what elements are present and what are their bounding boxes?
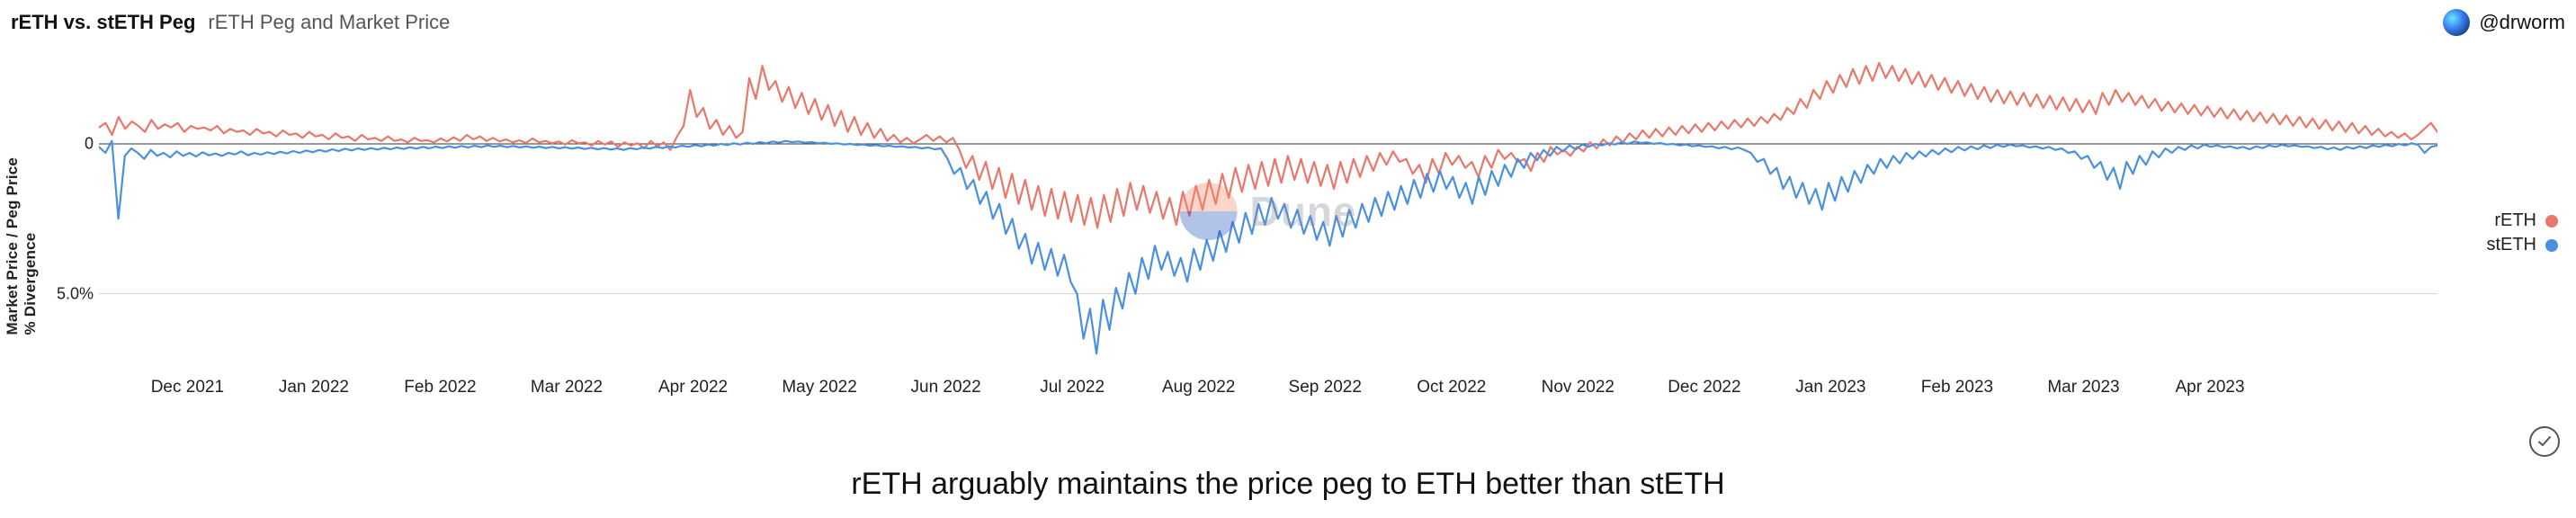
x-tick-label: Jan 2022: [279, 378, 349, 397]
legend-label: rETH: [2494, 210, 2536, 231]
author-avatar-icon: [2443, 9, 2470, 36]
x-tick-label: Nov 2022: [1542, 378, 1614, 397]
x-tick-label: Jan 2023: [1795, 378, 1865, 397]
verified-check-icon[interactable]: [2529, 426, 2560, 457]
x-tick-label: Feb 2022: [404, 378, 476, 397]
author-link[interactable]: @drworm: [2443, 9, 2565, 36]
panel-header: rETH vs. stETH Peg rETH Peg and Market P…: [11, 9, 2565, 36]
x-tick-label: May 2022: [782, 378, 856, 397]
legend: rETH stETH: [2486, 207, 2558, 259]
legend-item-steth[interactable]: stETH: [2486, 235, 2558, 255]
x-tick-label: Jun 2022: [911, 378, 981, 397]
x-tick-label: Sep 2022: [1289, 378, 1362, 397]
x-tick-label: Mar 2023: [2047, 378, 2119, 397]
plot-region[interactable]: Dune: [99, 54, 2437, 369]
x-tick-label: Jul 2022: [1040, 378, 1105, 397]
x-ticks: Dec 2021 Jan 2022 Feb 2022 Mar 2022 Apr 2022…: [99, 378, 2437, 414]
legend-item-reth[interactable]: rETH: [2486, 210, 2558, 231]
chart-title-main: rETH vs. stETH Peg: [11, 11, 195, 34]
x-tick-label: Mar 2022: [531, 378, 603, 397]
chart-title-sub: rETH Peg and Market Price: [208, 11, 450, 34]
x-tick-label: Aug 2022: [1162, 378, 1235, 397]
chart-area: Market Price / Peg Price % Divergence 0 5…: [0, 45, 2576, 432]
title-block: rETH vs. stETH Peg rETH Peg and Market P…: [11, 11, 450, 34]
x-tick-label: Feb 2023: [1921, 378, 1993, 397]
x-tick-label: Dec 2022: [1668, 378, 1740, 397]
y-tick-label: 0: [85, 135, 94, 154]
y-tick-label: 5.0%: [57, 284, 94, 303]
author-handle: @drworm: [2479, 11, 2565, 34]
x-tick-label: Oct 2022: [1417, 378, 1486, 397]
legend-dot-icon: [2545, 239, 2558, 252]
dashboard-panel: rETH vs. stETH Peg rETH Peg and Market P…: [0, 0, 2576, 518]
x-tick-label: Dec 2021: [151, 378, 224, 397]
x-tick-label: Apr 2023: [2175, 378, 2244, 397]
chart-svg: [99, 54, 2437, 369]
legend-dot-icon: [2545, 215, 2558, 228]
caption-text: rETH arguably maintains the price peg to…: [0, 467, 2576, 502]
y-axis-label: Market Price / Peg Price % Divergence: [4, 142, 40, 335]
x-tick-label: Apr 2022: [658, 378, 728, 397]
legend-label: stETH: [2486, 235, 2536, 255]
